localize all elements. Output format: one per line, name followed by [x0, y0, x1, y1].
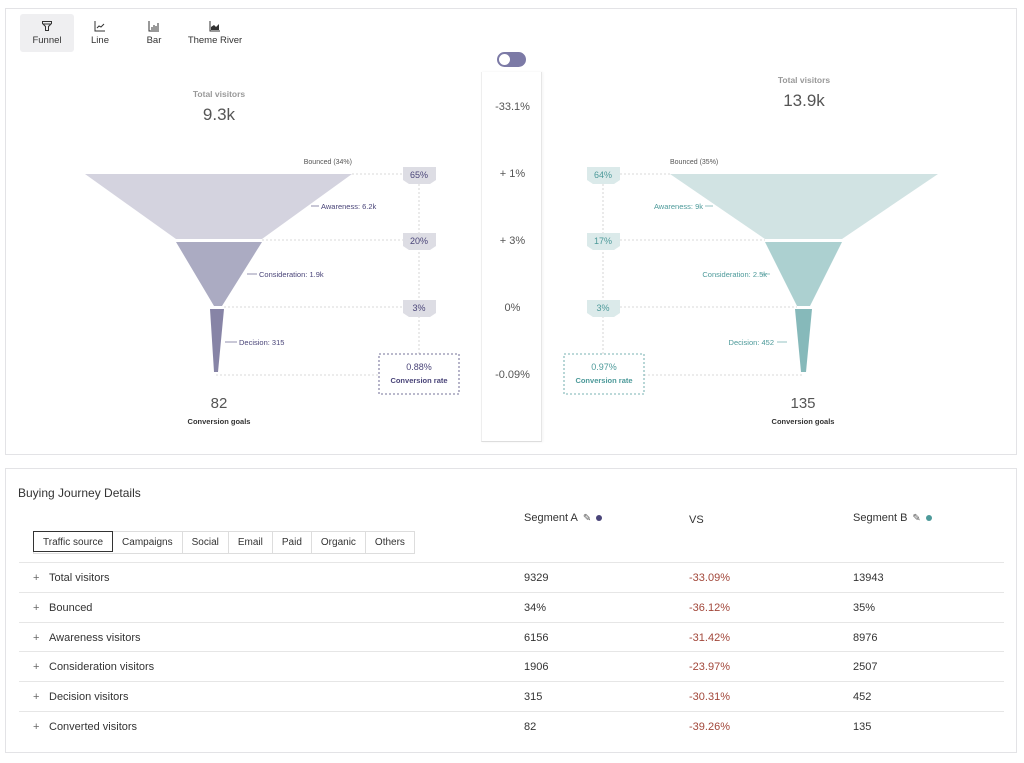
tab-bar[interactable]: Bar [134, 14, 174, 52]
expand-plus-icon[interactable]: + [33, 631, 40, 644]
segment-a-color-dot [596, 515, 603, 521]
line-chart-icon [94, 21, 105, 32]
tab-campaigns[interactable]: Campaigns [113, 532, 183, 553]
segment-a-value: 34% [524, 601, 547, 614]
comparison-conversion: -0.09% [495, 369, 530, 381]
expand-plus-icon[interactable]: + [33, 691, 40, 704]
row-label: Decision visitors [49, 691, 129, 704]
comparison-column: -33.1% + 1% + 3% 0% -0.09% [481, 72, 542, 442]
segment-b-value: 135 [853, 721, 872, 733]
difference-value: -30.31% [689, 691, 730, 704]
edit-pencil-icon[interactable]: ✎ [912, 512, 921, 524]
row-label: Consideration visitors [49, 661, 155, 674]
comparison-awareness: + 1% [499, 168, 526, 180]
segment-b-value: 2507 [853, 661, 878, 674]
segment-b-header: Segment B ✎ [853, 512, 932, 524]
difference-value: -36.12% [689, 601, 730, 614]
tab-social[interactable]: Social [183, 532, 229, 553]
tab-organic[interactable]: Organic [312, 532, 366, 553]
difference-value: -39.26% [689, 721, 730, 733]
edit-pencil-icon[interactable]: ✎ [582, 512, 592, 524]
area-chart-icon [209, 21, 220, 32]
funnel-icon [42, 21, 52, 31]
segment-b-value: 8976 [853, 631, 878, 644]
comparison-decision: 0% [504, 302, 521, 314]
tab-theme-river[interactable]: Theme River [184, 14, 246, 52]
segment-b-value: 452 [853, 691, 872, 704]
difference-value: -33.09% [689, 572, 730, 584]
segment-b-value: 35% [853, 601, 876, 614]
table-row[interactable]: + Consideration visitors 1906 -23.97% 25… [19, 651, 1004, 681]
segment-a-value: 82 [524, 721, 537, 733]
expand-plus-icon[interactable]: + [33, 661, 40, 674]
buying-journey-card [5, 468, 1017, 753]
table-row[interactable]: + Converted visitors 82 -39.26% 135 [19, 711, 1004, 741]
table-row[interactable]: + Awareness visitors 6156 -31.42% 8976 [19, 621, 1004, 652]
expand-plus-icon[interactable]: + [33, 572, 40, 584]
tab-line[interactable]: Line [80, 14, 120, 52]
tab-others[interactable]: Others [374, 537, 405, 548]
difference-value: -23.97% [689, 661, 730, 674]
segment-a-value: 9329 [524, 572, 549, 584]
bar-chart-icon [148, 21, 159, 32]
tab-funnel[interactable]: Funnel [20, 14, 74, 52]
row-label: Total visitors [49, 572, 110, 584]
expand-plus-icon[interactable]: + [33, 721, 40, 733]
tab-traffic-source[interactable]: Traffic source [33, 531, 114, 552]
source-tabs: Traffic source Campaigns Social Email Pa… [33, 531, 415, 554]
vs-header: VS [689, 514, 704, 526]
table-row[interactable]: + Total visitors 9329 -33.09% 13943 [19, 562, 1004, 592]
comparison-total: -33.1% [495, 101, 530, 113]
expand-plus-icon[interactable]: + [33, 601, 40, 614]
tab-email[interactable]: Email [229, 532, 273, 553]
table-row[interactable]: + Decision visitors 315 -30.31% 452 [19, 681, 1004, 711]
segment-a-value: 1906 [524, 661, 549, 674]
tab-paid[interactable]: Paid [273, 532, 312, 553]
segment-b-color-dot [925, 515, 932, 521]
table-row[interactable]: + Bounced 34% -36.12% 35% [19, 591, 1004, 622]
segment-a-header: Segment A ✎ [524, 512, 603, 524]
segment-a-value: 315 [524, 691, 543, 704]
section-title: Buying Journey Details [18, 486, 141, 500]
compare-toggle[interactable] [497, 52, 526, 67]
comparison-consideration: + 3% [499, 235, 526, 247]
row-label: Converted visitors [49, 721, 138, 733]
row-label: Awareness visitors [49, 631, 141, 644]
difference-value: -31.42% [689, 631, 730, 644]
segment-a-value: 6156 [524, 631, 549, 644]
row-label: Bounced [49, 601, 93, 614]
segment-b-value: 13943 [853, 572, 884, 584]
